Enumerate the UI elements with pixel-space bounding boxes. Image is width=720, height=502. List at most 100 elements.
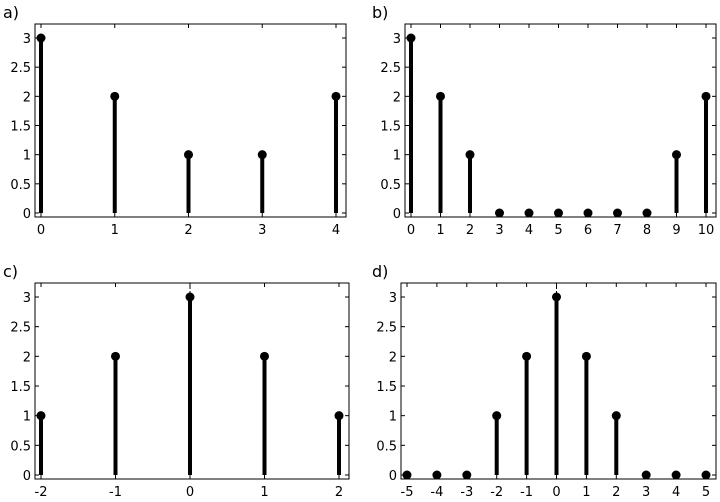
y-tick-label: 2 [389,350,397,365]
panel-label: b) [372,3,388,22]
y-tick-label: 3 [23,32,31,47]
y-tick-label: 1 [23,149,31,164]
stem-marker [406,33,416,43]
stem-marker [111,351,120,361]
panel-4: d) 0 0.5 1 1.5 2 2.5 3 -5 -4 -3 -2 -1 0 1 2 3 4 5 [372,262,717,500]
y-tick-label: 0.5 [380,178,401,193]
stem-marker [613,208,622,218]
stem-marker [257,150,267,160]
y-tick-label: 2.5 [10,61,31,76]
y-tick-label: 1.5 [376,380,397,395]
stem-marker [524,208,534,218]
stem-marker [642,208,652,218]
stem-marker [185,292,195,302]
x-tick-label: 8 [643,223,651,238]
x-tick-label: 3 [642,485,650,500]
stem-marker [583,208,593,218]
x-tick-label: 3 [258,223,266,238]
x-tick-label: -2 [490,485,503,500]
x-tick-label: -1 [520,485,533,500]
y-tick-label: 2.5 [376,321,397,336]
x-tick-label: 1 [111,223,119,238]
x-tick-label: 4 [672,485,680,500]
x-tick-label: 0 [37,223,45,238]
x-tick-label: 4 [525,223,533,238]
panel-1: a) 0 0.5 1 1.5 2 2.5 3 0 1 2 3 4 [3,3,347,238]
x-tick-label: 1 [260,485,268,500]
y-tick-label: 3 [389,291,397,306]
stem-marker [495,208,504,218]
stem-marker [641,470,651,480]
stem-marker [402,470,412,480]
y-tick-label: 0 [389,469,397,484]
stem-marker [260,351,269,361]
stem-marker [672,150,681,160]
stem-marker [701,470,711,480]
stem-marker [110,91,120,101]
stem-marker [36,411,46,421]
stem-marker [432,470,442,480]
y-tick-label: 2 [23,350,31,365]
stem-marker [581,351,591,361]
x-tick-label: 3 [495,223,503,238]
panel-3: c) 0 0.5 1 1.5 2 2.5 3 -2 -1 0 1 2 [3,262,350,500]
stem-marker [184,150,193,160]
x-tick-label: 6 [584,223,592,238]
y-tick-label: 1 [393,149,401,164]
y-tick-label: 1.5 [10,120,31,135]
y-tick-label: 0 [393,207,401,222]
y-tick-label: 1.5 [10,380,31,395]
x-tick-label: 4 [332,223,340,238]
x-tick-label: 0 [407,223,415,238]
y-tick-label: 0.5 [10,439,31,454]
x-tick-label: 2 [335,485,343,500]
plot-frame [404,23,717,218]
stem-marker [36,33,46,43]
x-tick-label: -2 [35,485,48,500]
y-tick-label: 2 [23,90,31,105]
y-tick-label: 3 [23,291,31,306]
x-tick-label: -3 [460,485,473,500]
x-tick-label: 0 [552,485,560,500]
stem-marker [701,91,711,101]
x-tick-label: -5 [401,485,414,500]
x-tick-label: 10 [698,223,715,238]
x-tick-label: 2 [184,223,192,238]
stem-marker [611,411,621,421]
stem-marker [522,351,532,361]
panel-2: b) 0 0.5 1 1.5 2 2.5 3 0 1 2 3 4 5 6 7 8 9 10 [372,3,717,238]
y-tick-label: 2 [393,90,401,105]
stem-marker [334,411,344,421]
y-tick-label: 0 [23,207,31,222]
stem-marker [436,91,445,101]
stem-marker [462,470,472,480]
y-tick-label: 0.5 [10,178,31,193]
y-tick-label: 3 [393,32,401,47]
y-tick-label: 1.5 [380,120,401,135]
panel-label: a) [3,3,19,22]
y-tick-label: 2.5 [10,321,31,336]
panel-label: d) [372,262,388,281]
y-tick-label: 2.5 [380,61,401,76]
y-tick-label: 1 [23,410,31,425]
x-tick-label: 0 [186,485,194,500]
panel-label: c) [3,262,18,281]
stem-marker [492,411,502,421]
stem-marker [331,91,341,101]
x-tick-label: -4 [430,485,443,500]
x-tick-label: 2 [466,223,474,238]
plot-frame [34,23,347,218]
x-tick-label: 1 [436,223,444,238]
stem-marker [671,470,681,480]
y-tick-label: 1 [389,410,397,425]
stem-marker [465,150,475,160]
stem-marker [552,292,561,302]
x-tick-label: 7 [613,223,621,238]
plot-frame [400,282,717,480]
x-tick-label: 1 [582,485,590,500]
x-tick-label: 2 [612,485,620,500]
x-tick-label: 9 [672,223,680,238]
x-tick-label: 5 [554,223,562,238]
plot-frame [34,282,350,480]
